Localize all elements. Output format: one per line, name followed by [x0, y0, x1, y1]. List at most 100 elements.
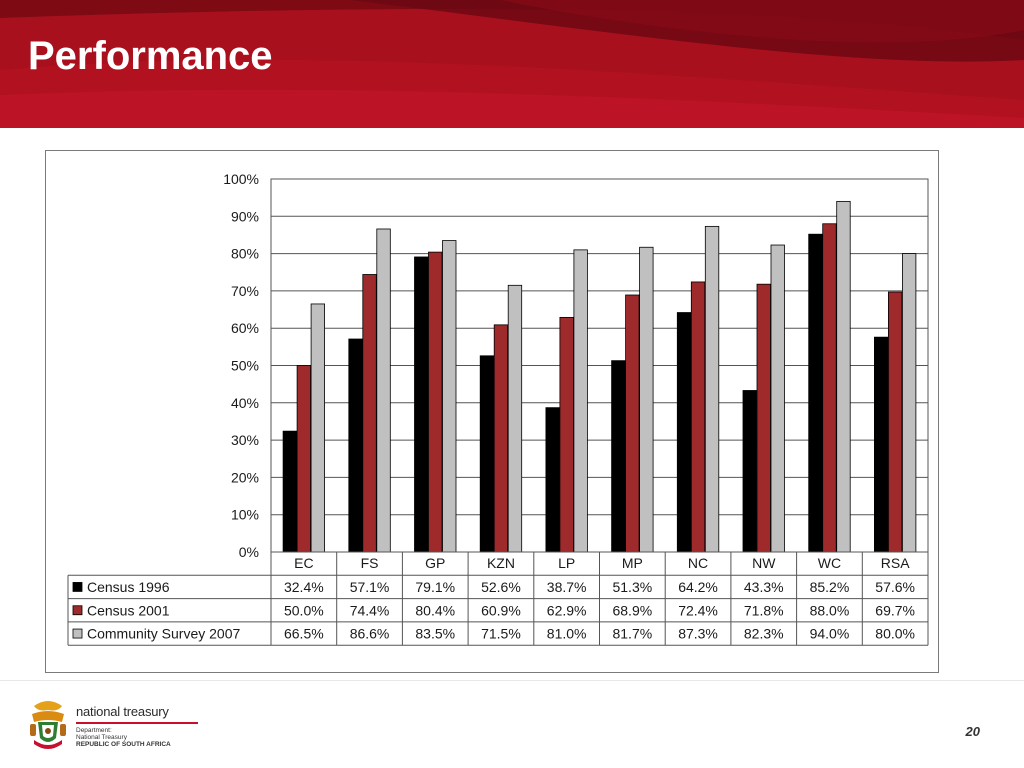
bar-1-wc: [822, 223, 837, 553]
bar-0-wc: [808, 233, 823, 553]
y-tick-label: 20%: [231, 469, 259, 485]
category-label: MP: [622, 555, 643, 571]
bar-2-kzn: [507, 284, 523, 553]
y-tick-label: 60%: [231, 320, 259, 336]
legend-label: Census 1996: [87, 579, 170, 595]
bar-1-kzn: [493, 324, 509, 553]
bar-0-nw: [742, 390, 757, 553]
data-label: 62.9%: [547, 602, 587, 618]
bar-2-lp: [573, 249, 588, 553]
bar-1-mp: [625, 294, 640, 553]
bar-1-nc: [690, 281, 706, 553]
slide-title: Performance: [28, 34, 273, 78]
data-label: 88.0%: [810, 602, 850, 618]
chart-frame: 0% 10% 20% 30% 40% 50% 60% 70% 80% 90% 100% EC FS GP K…: [45, 150, 939, 673]
data-label: 71.8%: [744, 602, 784, 618]
coat-of-arms-icon: [30, 701, 66, 749]
bar-1-ec: [296, 365, 312, 553]
y-tick-label: 0%: [239, 544, 259, 560]
data-label: 74.4%: [350, 602, 390, 618]
bar-2-nw: [770, 244, 785, 553]
category-label: LP: [558, 555, 575, 571]
y-tick-label: 10%: [231, 507, 259, 523]
y-tick-label: 40%: [231, 395, 259, 411]
data-label: 32.4%: [284, 579, 324, 595]
data-label: 72.4%: [678, 602, 718, 618]
data-label: 68.9%: [612, 602, 652, 618]
bar-0-ec: [282, 430, 298, 553]
data-label: 64.2%: [678, 579, 718, 595]
category-label: FS: [361, 555, 379, 571]
bar-0-rsa: [874, 336, 889, 553]
data-label: 85.2%: [810, 579, 850, 595]
bar-0-fs: [348, 338, 363, 553]
category-label: EC: [294, 555, 313, 571]
data-label: 81.0%: [547, 626, 587, 642]
header-swoosh: [0, 0, 1024, 128]
y-tick-label: 70%: [231, 283, 259, 299]
data-label: 57.1%: [350, 579, 390, 595]
bar-2-nc: [704, 225, 720, 553]
y-tick-label: 30%: [231, 432, 259, 448]
data-label: 66.5%: [284, 626, 324, 642]
bar-1-gp: [428, 251, 443, 553]
y-tick-label: 50%: [231, 358, 259, 374]
bar-2-mp: [639, 246, 654, 553]
data-label: 51.3%: [612, 579, 652, 595]
header-banner: Performance: [0, 0, 1024, 128]
data-label: 81.7%: [612, 626, 652, 642]
data-label: 82.3%: [744, 626, 784, 642]
category-label: RSA: [881, 555, 910, 571]
legend-swatch: [72, 605, 83, 616]
data-label: 52.6%: [481, 579, 521, 595]
y-tick-label: 90%: [231, 208, 259, 224]
bar-2-gp: [442, 240, 457, 553]
bar-2-wc: [836, 200, 851, 553]
category-label: GP: [425, 555, 445, 571]
logo-rule: [76, 722, 198, 724]
bar-1-lp: [559, 316, 574, 553]
legend-label: Census 2001: [87, 602, 170, 618]
data-label: 86.6%: [350, 626, 390, 642]
legend-swatch: [72, 628, 83, 639]
data-label: 38.7%: [547, 579, 587, 595]
data-label: 83.5%: [415, 626, 455, 642]
legend-label: Community Survey 2007: [87, 626, 241, 642]
logo-line2: National Treasury: [76, 734, 127, 741]
data-label: 69.7%: [875, 602, 915, 618]
data-label: 60.9%: [481, 602, 521, 618]
category-label: KZN: [487, 555, 515, 571]
bar-0-mp: [611, 360, 626, 553]
bar-0-nc: [676, 312, 692, 553]
bar-1-nw: [756, 283, 771, 553]
bar-2-fs: [376, 228, 391, 553]
logo: national treasury Department: National T…: [28, 698, 198, 754]
bar-0-lp: [545, 407, 560, 553]
footer-divider: [0, 680, 1024, 681]
bar-0-kzn: [479, 355, 495, 553]
y-tick-label: 100%: [223, 171, 259, 187]
data-label: 57.6%: [875, 579, 915, 595]
page-number: 20: [965, 724, 980, 739]
bar-2-ec: [310, 303, 326, 553]
bar-chart: 0% 10% 20% 30% 40% 50% 60% 70% 80% 90% 100% EC FS GP K…: [67, 171, 929, 646]
logo-line1: Department:: [76, 727, 112, 734]
bar-1-fs: [362, 274, 377, 553]
y-tick-label: 80%: [231, 246, 259, 262]
data-label: 87.3%: [678, 626, 718, 642]
category-label: NW: [752, 555, 776, 571]
category-label: WC: [818, 555, 841, 571]
logo-name: national treasury: [76, 704, 169, 719]
data-label: 50.0%: [284, 602, 324, 618]
data-label: 80.4%: [415, 602, 455, 618]
data-label: 43.3%: [744, 579, 784, 595]
bar-1-rsa: [888, 291, 903, 553]
data-label: 71.5%: [481, 626, 521, 642]
logo-line3: REPUBLIC OF SOUTH AFRICA: [76, 741, 171, 748]
legend-swatch: [72, 582, 83, 592]
bar-0-gp: [414, 256, 429, 553]
category-label: NC: [688, 555, 708, 571]
bar-2-rsa: [902, 253, 917, 553]
data-label: 80.0%: [875, 626, 915, 642]
data-label: 79.1%: [415, 579, 455, 595]
